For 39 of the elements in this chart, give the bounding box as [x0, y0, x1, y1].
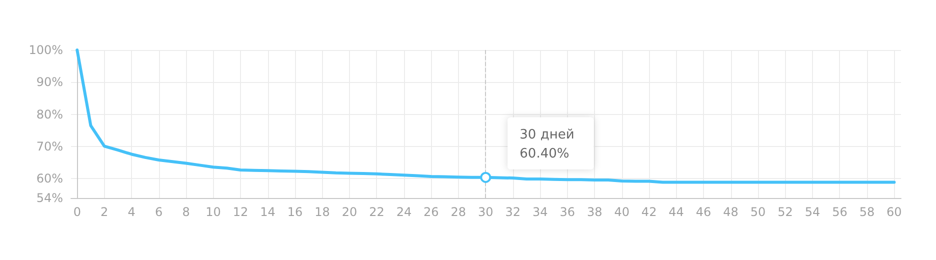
x-tick-label: 40	[614, 205, 630, 219]
y-tick-label: 70%	[36, 140, 63, 154]
annotation: 30 дней 60.40%	[520, 127, 574, 162]
x-tick-label: 32	[505, 205, 521, 219]
x-tick-label: 54	[804, 205, 820, 219]
x-tick-label: 60	[886, 205, 902, 219]
y-tick-label: 54%	[36, 191, 63, 205]
x-tick-label: 16	[287, 205, 303, 219]
x-tick-label: 20	[342, 205, 358, 219]
x-tick-label: 8	[182, 205, 190, 219]
x-tick-label: 56	[832, 205, 848, 219]
x-tick-label: 18	[314, 205, 330, 219]
x-tick-label: 6	[155, 205, 163, 219]
x-tick-label: 58	[859, 205, 875, 219]
x-tick-label: 4	[128, 205, 136, 219]
x-tick-label: 36	[560, 205, 576, 219]
x-tick-label: 38	[586, 205, 602, 219]
x-tick-label: 24	[396, 205, 412, 219]
x-tick-label: 52	[778, 205, 793, 219]
x-tick-label: 50	[750, 205, 766, 219]
line-series	[76, 48, 896, 184]
x-tick-label: 2	[100, 205, 108, 219]
y-tick-label: 60%	[36, 172, 63, 186]
x-tick-label: 30	[478, 205, 494, 219]
x-tick-label: 34	[532, 205, 548, 219]
x-tick-label: 10	[206, 205, 221, 219]
y-tick-label: 80%	[36, 107, 63, 122]
x-tick-label: 44	[668, 205, 684, 219]
x-tick-label: 14	[260, 205, 276, 219]
x-tick-label: 0	[73, 205, 81, 219]
x-tick-label: 22	[369, 205, 384, 219]
x-tick-label: 48	[723, 205, 738, 219]
x-tick-label: 46	[696, 205, 712, 219]
x-tick-label: 28	[450, 205, 466, 219]
y-tick-label: 100%	[28, 43, 63, 57]
y-tick-label: 90%	[36, 75, 63, 90]
x-tick-label: 12	[232, 205, 248, 219]
x-tick-label: 42	[641, 205, 657, 219]
x-tick-label: 26	[424, 205, 439, 219]
